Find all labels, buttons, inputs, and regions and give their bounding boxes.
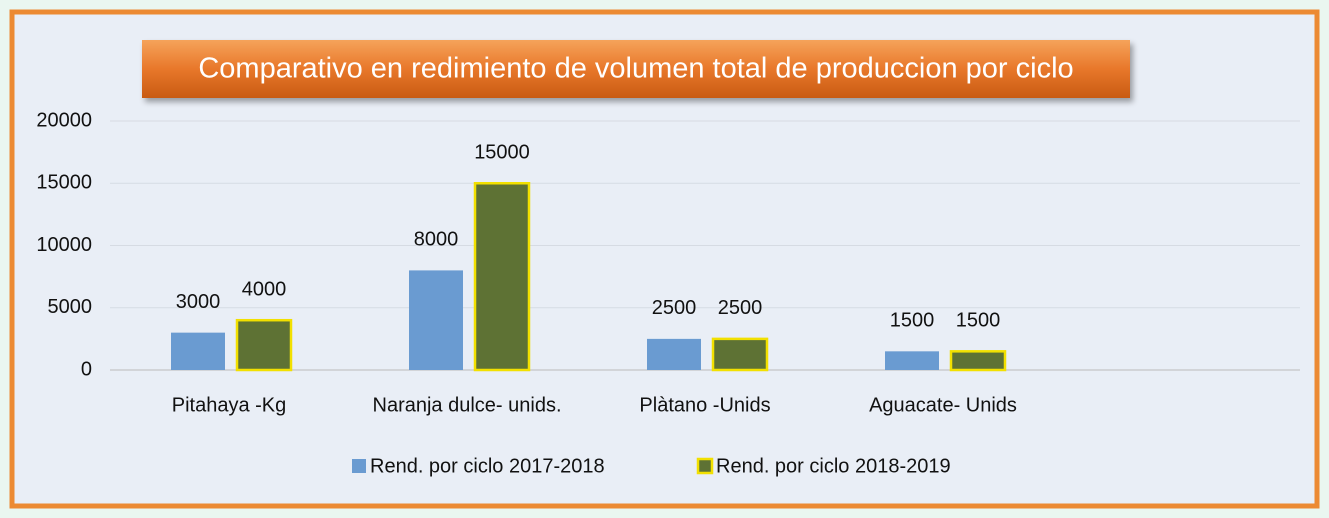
bar bbox=[647, 338, 701, 370]
data-label: 1500 bbox=[956, 310, 1001, 332]
data-label: 1500 bbox=[890, 310, 935, 332]
data-label: 4000 bbox=[242, 278, 287, 300]
data-label: 2500 bbox=[652, 297, 697, 319]
data-label: 2500 bbox=[718, 297, 763, 319]
data-label: 15000 bbox=[474, 142, 530, 164]
x-tick-label: Plàtano -Unids bbox=[639, 394, 770, 416]
y-tick-label: 15000 bbox=[36, 172, 92, 194]
x-tick-label: Aguacate- Unids bbox=[869, 394, 1017, 416]
bar bbox=[473, 182, 531, 372]
y-tick-label: 0 bbox=[81, 358, 92, 380]
x-tick-label: Naranja dulce- unids. bbox=[373, 394, 562, 416]
bar bbox=[235, 318, 293, 372]
legend-label: Rend. por ciclo 2018-2019 bbox=[716, 455, 951, 477]
y-tick-label: 5000 bbox=[48, 296, 93, 318]
bar bbox=[711, 337, 769, 372]
bar bbox=[949, 350, 1007, 372]
y-tick-label: 20000 bbox=[36, 109, 92, 131]
bar bbox=[885, 351, 939, 370]
data-label: 8000 bbox=[414, 229, 459, 251]
y-tick-label: 10000 bbox=[36, 234, 92, 256]
bar bbox=[171, 332, 225, 370]
bar bbox=[409, 270, 463, 370]
legend-swatch bbox=[696, 457, 714, 475]
legend-label: Rend. por ciclo 2017-2018 bbox=[370, 455, 605, 477]
legend-swatch bbox=[352, 459, 366, 473]
data-label: 3000 bbox=[176, 291, 221, 313]
x-tick-label: Pitahaya -Kg bbox=[172, 394, 287, 416]
chart-title: Comparativo en redimiento de volumen tot… bbox=[198, 53, 1073, 85]
title-box bbox=[142, 40, 1130, 98]
